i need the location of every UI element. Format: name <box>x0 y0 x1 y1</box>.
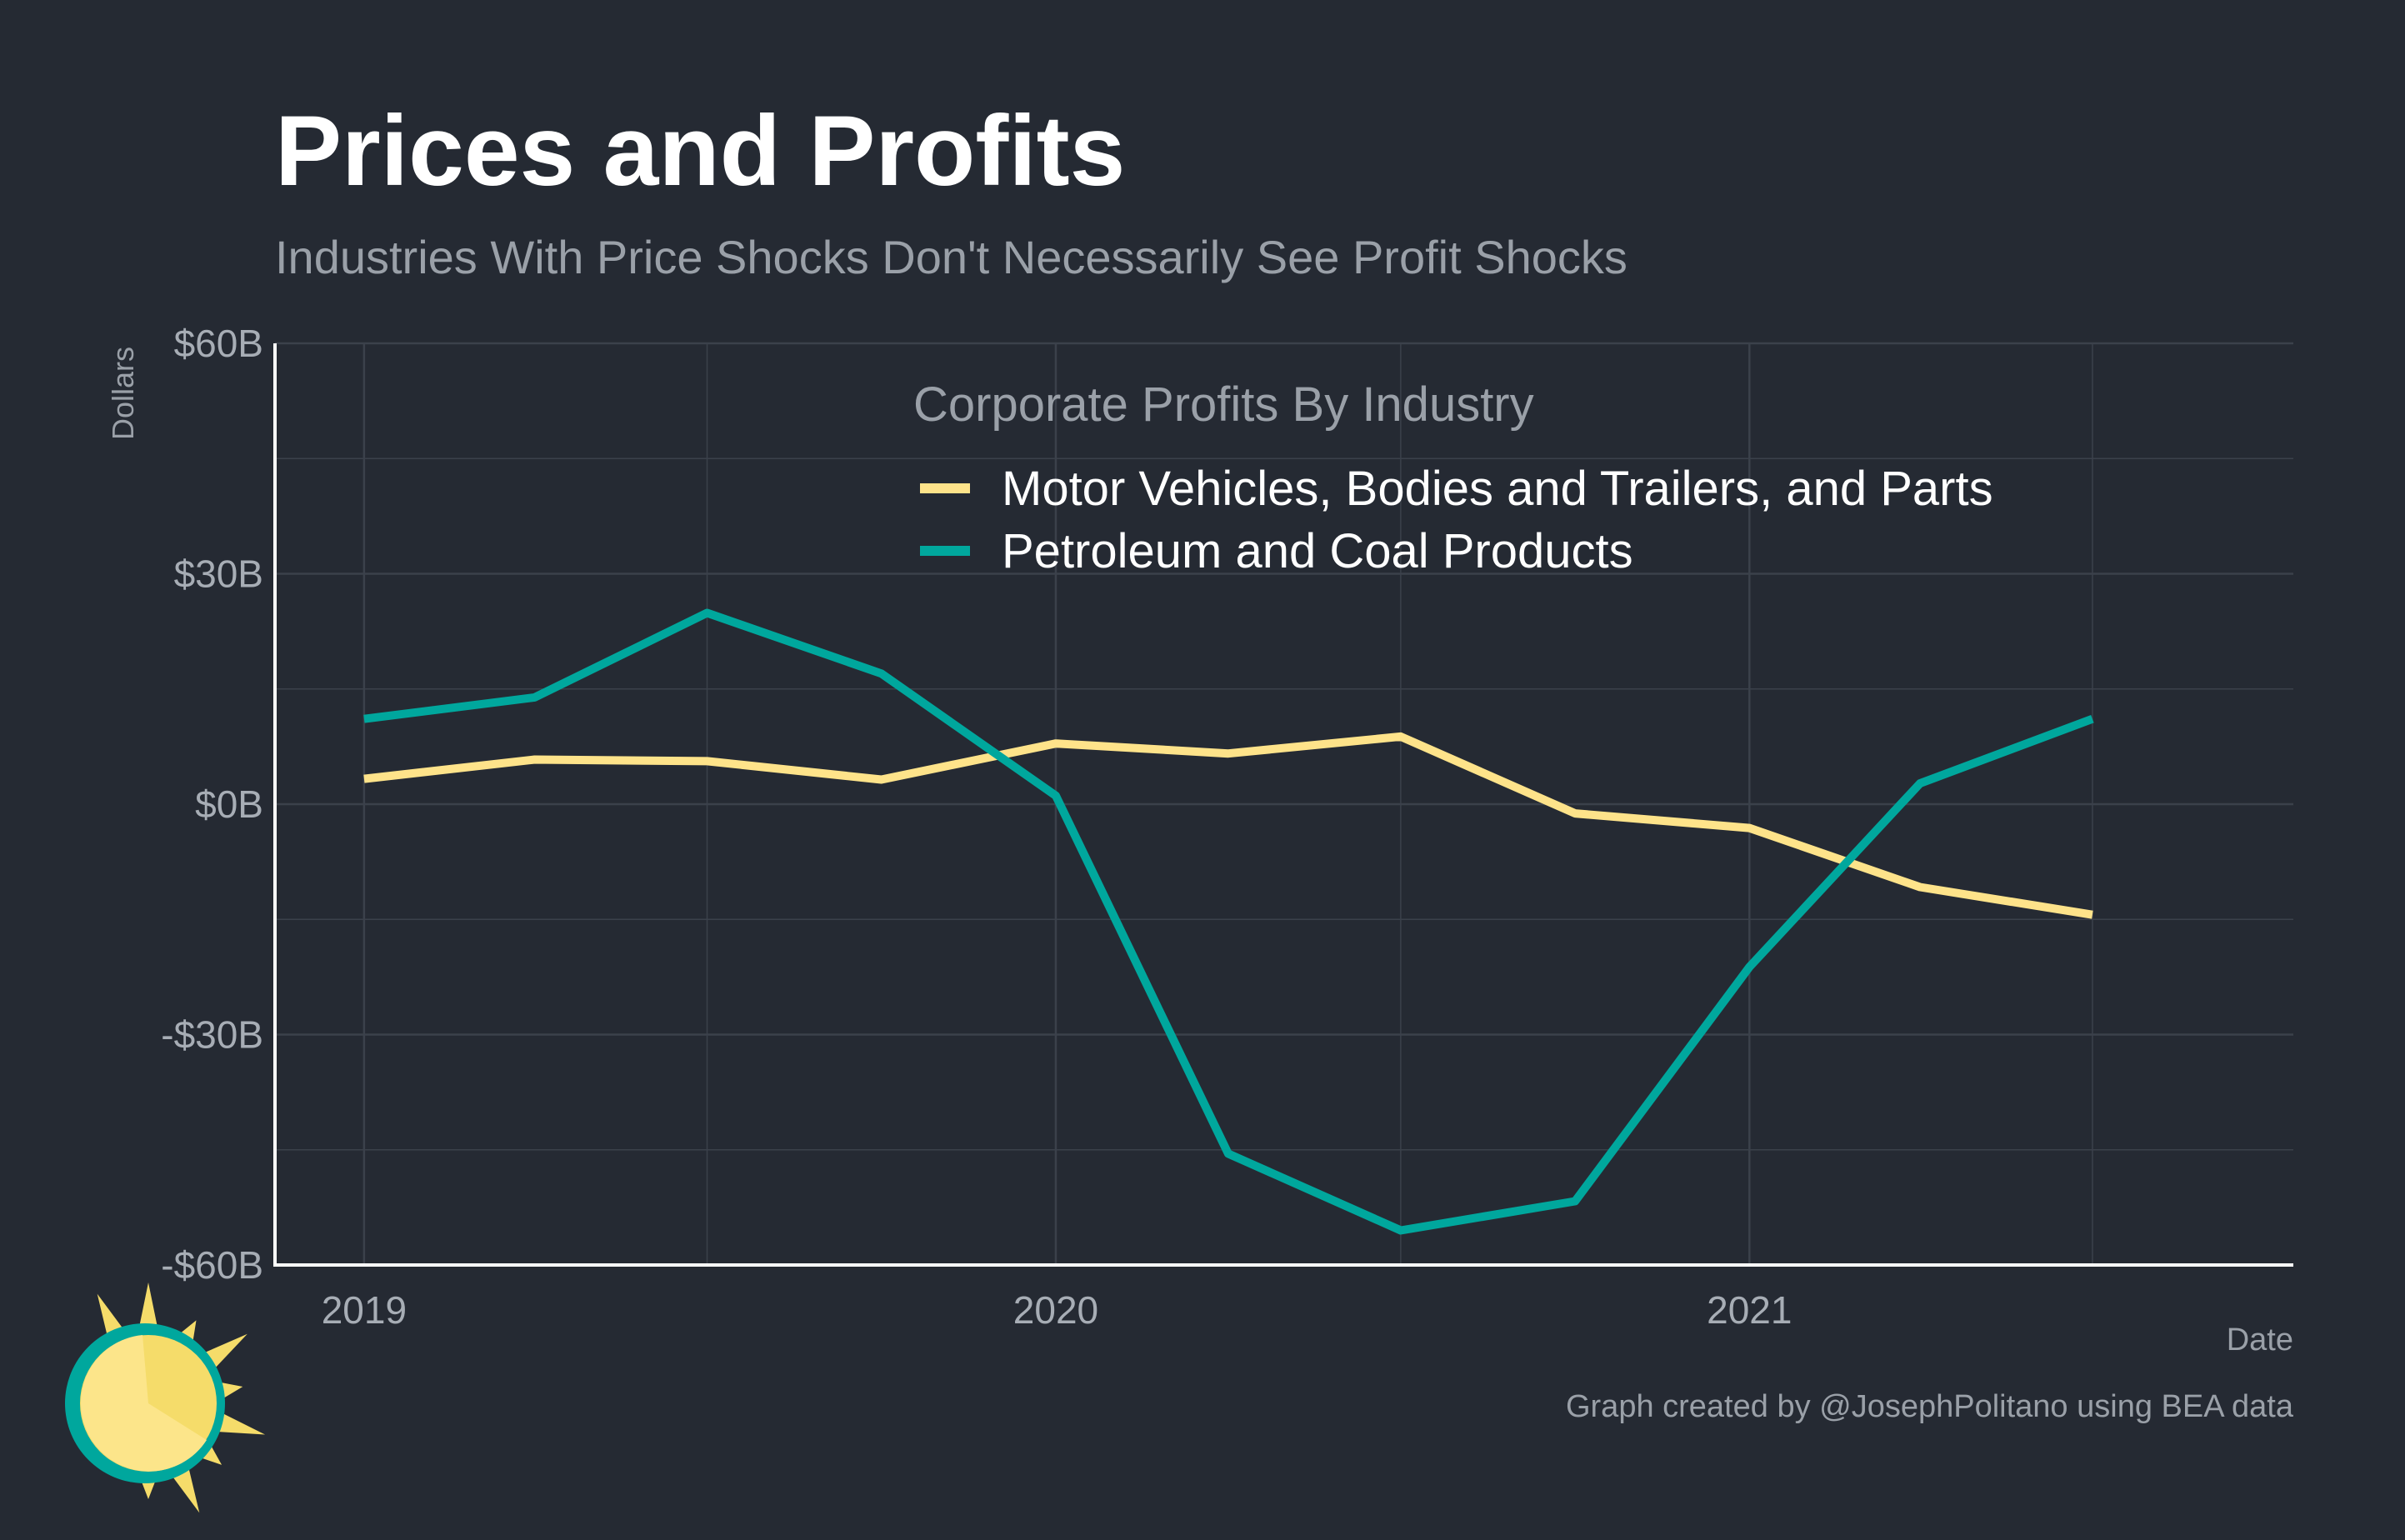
y-tick-label: $60B <box>174 322 263 365</box>
legend-title: Corporate Profits By Industry <box>913 378 1534 432</box>
y-axis-title: Dollars <box>106 347 140 440</box>
grid-layer <box>275 342 2293 1267</box>
sun-face-highlight <box>81 1335 207 1472</box>
y-tick-label: $30B <box>174 552 263 596</box>
axis-layer: $60B $30B $0B -$30B -$60B 2019 2020 2021 <box>161 322 2293 1332</box>
chart-title: Prices and Profits <box>275 95 1125 207</box>
sun-logo-icon <box>65 1282 266 1513</box>
series-line-2 <box>363 608 2094 1235</box>
y-tick-label: -$60B <box>161 1243 263 1287</box>
chart-legend: Corporate Profits By Industry Motor Vehic… <box>913 378 1993 578</box>
x-tick-label: 2020 <box>1013 1288 1098 1332</box>
x-axis-title: Date <box>2227 1322 2293 1358</box>
sun-ray <box>210 1410 266 1435</box>
legend-label-1: Motor Vehicles, Bodies and Trailers, and… <box>1002 462 1993 516</box>
y-tick-label: -$30B <box>161 1013 263 1057</box>
sun-ray <box>137 1282 160 1336</box>
legend-label-2: Petroleum and Coal Products <box>1002 524 1633 578</box>
source-caption: Graph created by @JosephPolitano using B… <box>1566 1389 2294 1424</box>
y-tick-label: $0B <box>195 782 263 826</box>
chart-subtitle: Industries With Price Shocks Don't Neces… <box>275 231 1628 283</box>
x-tick-label: 2021 <box>1707 1288 1792 1332</box>
x-tick-label: 2019 <box>322 1288 407 1332</box>
series-layer <box>363 608 2094 1235</box>
series-line-1 <box>363 732 2093 919</box>
